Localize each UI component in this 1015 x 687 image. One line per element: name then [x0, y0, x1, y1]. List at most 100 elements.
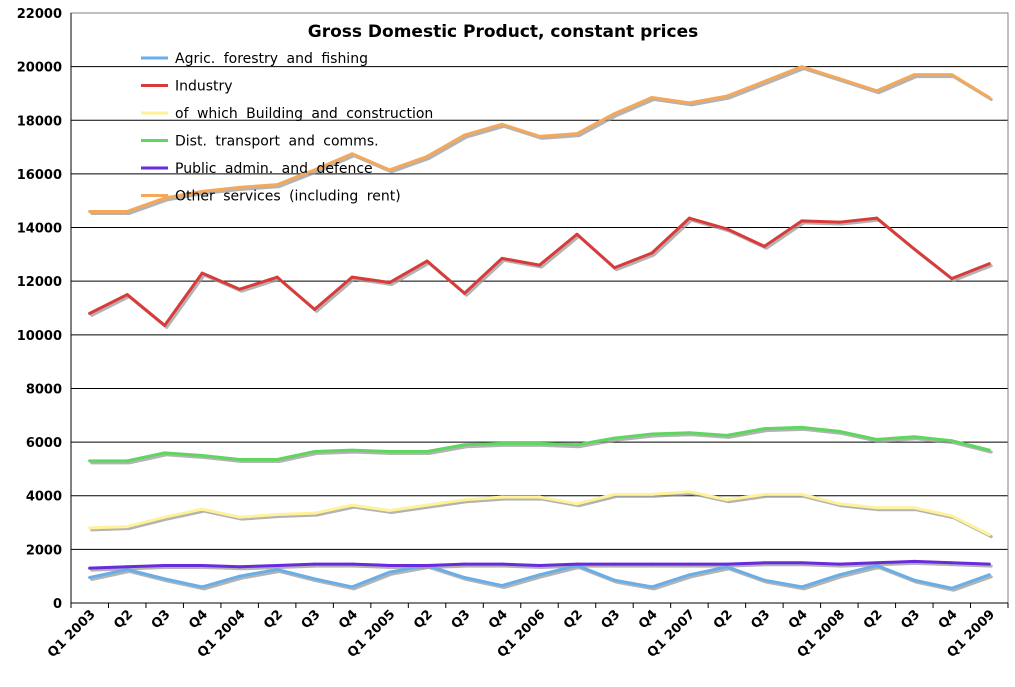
x-tick-label: Q3 [898, 607, 923, 632]
data-point [950, 277, 954, 280]
data-point [800, 425, 804, 429]
data-point [463, 291, 467, 295]
data-point [987, 448, 991, 452]
data-point [350, 585, 354, 589]
data-point [800, 219, 804, 223]
data-point [88, 566, 92, 570]
data-point [163, 196, 167, 200]
data-point [388, 563, 392, 567]
y-tick-label: 12000 [17, 275, 62, 290]
data-point [425, 563, 429, 567]
data-point [538, 563, 541, 567]
data-point [163, 515, 167, 519]
data-point [313, 511, 317, 515]
y-tick-label: 14000 [17, 222, 62, 237]
data-point [800, 585, 804, 589]
data-point [425, 449, 429, 453]
y-tick-label: 16000 [17, 168, 62, 183]
data-point [125, 565, 129, 569]
data-point [762, 79, 766, 83]
data-point [837, 562, 841, 566]
legend-label: Industry [175, 79, 233, 95]
data-point [163, 451, 167, 455]
data-point [425, 259, 429, 263]
data-point [238, 287, 242, 291]
data-point [88, 526, 92, 530]
data-point [538, 441, 541, 445]
data-point [762, 244, 766, 248]
data-point [762, 578, 766, 582]
data-point [125, 567, 129, 571]
data-point [762, 561, 766, 565]
data-point [725, 94, 729, 98]
data-point [275, 563, 279, 567]
chart-title: Gross Domestic Product, constant prices [308, 22, 698, 42]
data-point [463, 133, 467, 137]
data-point [987, 95, 991, 99]
data-point [163, 563, 167, 567]
data-point [350, 503, 354, 507]
data-point [912, 578, 916, 582]
data-point [163, 323, 167, 327]
data-point [463, 443, 467, 447]
y-tick-label: 2000 [26, 543, 62, 558]
data-point [313, 168, 317, 172]
data-point [313, 577, 317, 581]
series-line-1 [88, 216, 991, 327]
data-point [725, 433, 729, 437]
data-point [725, 565, 729, 569]
x-tick-label: Q2 [111, 607, 136, 632]
data-point [612, 578, 616, 582]
data-point [500, 441, 504, 445]
data-point [350, 448, 354, 452]
y-tick-label: 18000 [17, 114, 62, 129]
data-point [650, 492, 654, 496]
series-shadow [90, 561, 993, 572]
data-point [388, 570, 392, 574]
data-point [538, 573, 541, 577]
data-point [275, 513, 279, 516]
data-point [500, 495, 504, 499]
data-point [650, 251, 654, 255]
data-point [650, 562, 654, 566]
data-point [837, 220, 841, 224]
data-point [500, 122, 504, 126]
data-point [987, 262, 991, 266]
x-tick-label: Q4 [486, 607, 511, 632]
data-point [200, 454, 204, 457]
data-point [912, 247, 916, 251]
x-tick-label: Q4 [186, 607, 211, 632]
series-shadow [90, 492, 993, 539]
x-tick-label: Q4 [336, 607, 361, 632]
data-point [88, 459, 92, 463]
series-shadow [90, 565, 993, 592]
x-tick-label: Q3 [449, 607, 474, 632]
series-shadow [90, 427, 993, 465]
data-point [88, 576, 92, 580]
data-point [875, 437, 879, 441]
legend-label: Other services (including rent) [175, 189, 401, 205]
data-point [500, 562, 504, 566]
data-point [612, 562, 616, 566]
data-point [612, 436, 616, 440]
data-point [313, 562, 317, 566]
data-point [837, 573, 841, 577]
series-shadow [90, 218, 993, 329]
data-point [875, 506, 879, 510]
data-point [987, 533, 991, 537]
plot-area-border [70, 12, 1009, 604]
shadow-layer [90, 67, 993, 592]
x-tick-label: Q2 [561, 607, 586, 632]
data-point [388, 168, 392, 172]
data-point [612, 112, 616, 116]
data-point [200, 189, 204, 193]
y-tick-label: 22000 [17, 7, 62, 22]
y-tick-label: 4000 [26, 490, 62, 505]
x-tick-label: Q3 [748, 607, 773, 632]
data-point [313, 449, 317, 453]
data-point [687, 431, 691, 435]
data-point [425, 503, 429, 507]
data-point [725, 227, 729, 231]
data-point [538, 495, 541, 499]
data-point [163, 577, 167, 581]
